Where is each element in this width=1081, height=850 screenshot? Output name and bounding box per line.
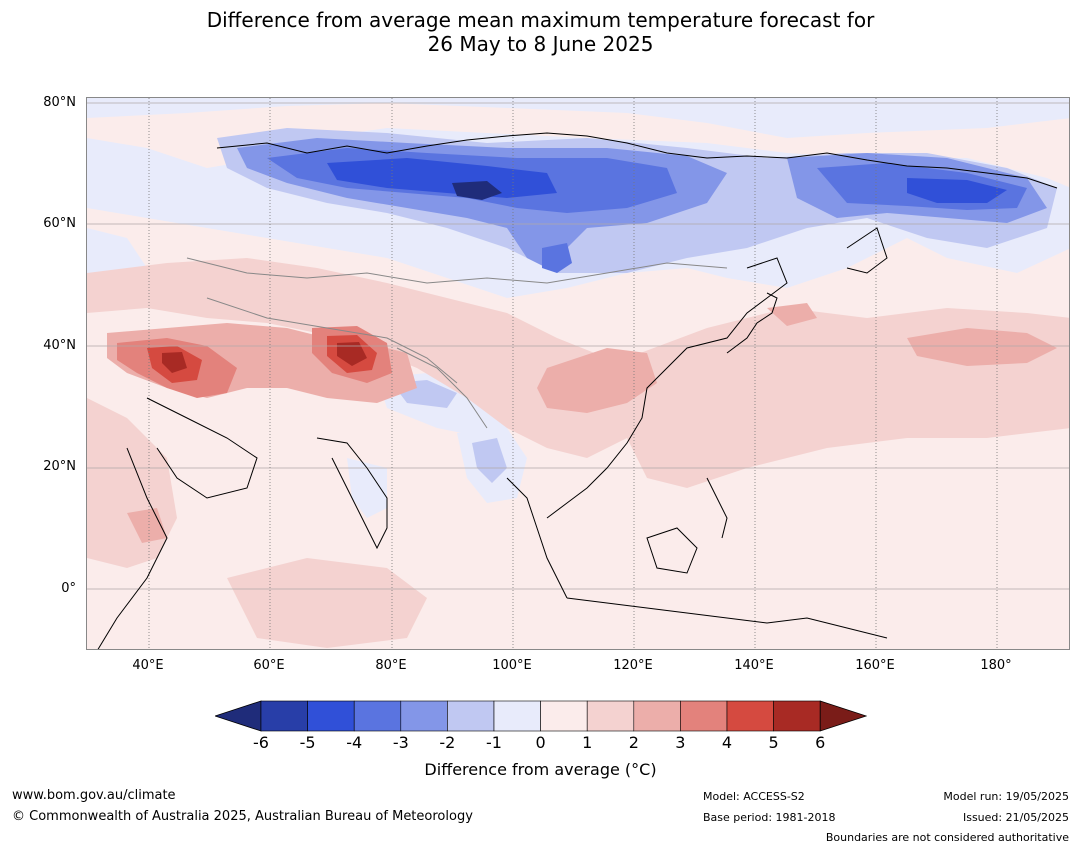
colorbar-segment bbox=[400, 700, 448, 732]
anomaly-region-warm-1 bbox=[87, 258, 647, 458]
anomaly-region-warm-2-china bbox=[537, 348, 657, 413]
anomaly-region-light-blue-india bbox=[347, 458, 387, 518]
lon-label-140e: 140°E bbox=[734, 658, 774, 673]
footer-issued: Issued: 21/05/2025 bbox=[962, 811, 1069, 824]
lat-label-60n: 60°N bbox=[43, 216, 76, 231]
anomaly-region-blue-2-india bbox=[472, 438, 507, 483]
lat-label-0: 0° bbox=[61, 581, 76, 596]
anomaly-region-warm-1-indian bbox=[227, 558, 427, 648]
anomaly-region-warm-2-africa bbox=[127, 508, 167, 543]
anomaly-region-warm-5 bbox=[162, 352, 187, 373]
colorbar-segment bbox=[493, 700, 541, 732]
colorbar-tick-label: -6 bbox=[253, 733, 269, 752]
forecast-map bbox=[86, 97, 1070, 650]
colorbar-tick-label: 4 bbox=[721, 733, 733, 752]
colorbar-segment bbox=[540, 700, 588, 732]
lon-label-120e: 120°E bbox=[613, 658, 653, 673]
lon-label-40e: 40°E bbox=[132, 658, 164, 673]
colorbar-label: Difference from average (°C) bbox=[424, 760, 657, 779]
anomaly-region-warm-2-japan bbox=[767, 303, 817, 326]
colorbar-tick-label: 5 bbox=[768, 733, 779, 752]
anomaly-region-blue-5-east bbox=[907, 178, 1007, 203]
coastlines bbox=[97, 132, 1058, 649]
colorbar-tick-label: 1 bbox=[582, 733, 593, 752]
colorbar-segment bbox=[353, 700, 402, 732]
anomaly-region-warm-5-central bbox=[337, 342, 367, 366]
lat-label-40n: 40°N bbox=[43, 338, 76, 353]
lon-label-80e: 80°E bbox=[375, 658, 407, 673]
lon-label-100e: 100°E bbox=[492, 658, 532, 673]
lon-label-180: 180° bbox=[980, 658, 1012, 673]
colorbar-segment bbox=[680, 700, 728, 732]
anomaly-region-blue-6 bbox=[452, 181, 502, 200]
title-line-1: Difference from average mean maximum tem… bbox=[206, 8, 875, 32]
colorbar bbox=[215, 700, 867, 732]
footer-base-period: Base period: 1981-2018 bbox=[703, 811, 836, 824]
colorbar-tick-label: -4 bbox=[346, 733, 363, 752]
colorbar-tick-label: -1 bbox=[486, 733, 502, 752]
colorbar-tick-label: 0 bbox=[535, 733, 546, 752]
colorbar-segment bbox=[773, 700, 821, 732]
lon-label-60e: 60°E bbox=[253, 658, 285, 673]
lat-gridlines bbox=[87, 102, 1069, 590]
footer-model: Model: ACCESS-S2 bbox=[703, 790, 805, 803]
lon-label-160e: 160°E bbox=[855, 658, 895, 673]
footer-boundaries: Boundaries are not considered authoritat… bbox=[825, 831, 1069, 844]
colorbar-segment bbox=[260, 700, 308, 732]
lon-gridlines bbox=[148, 98, 998, 649]
anomaly-region-warm-2-pacific bbox=[907, 328, 1057, 366]
colorbar-segment bbox=[633, 700, 681, 732]
colorbar-segment bbox=[726, 700, 774, 732]
colorbar-segment bbox=[586, 700, 635, 732]
colorbar-tick-label: 6 bbox=[815, 733, 826, 752]
title-line-2: 26 May to 8 June 2025 bbox=[427, 32, 654, 56]
colorbar-segment bbox=[447, 700, 495, 732]
chart-title: Difference from average mean maximum tem… bbox=[0, 8, 1081, 56]
lat-label-80n: 80°N bbox=[43, 95, 76, 110]
lat-label-20n: 20°N bbox=[43, 459, 76, 474]
colorbar-tick-label: -3 bbox=[392, 733, 409, 752]
colorbar-tick-label: -5 bbox=[299, 733, 316, 752]
map-svg bbox=[87, 98, 1069, 649]
colorbar-segment bbox=[307, 700, 355, 732]
colorbar-tick-label: 3 bbox=[675, 733, 686, 752]
footer-copyright: © Commonwealth of Australia 2025, Austra… bbox=[12, 809, 473, 824]
colorbar-tick-label: 2 bbox=[628, 733, 639, 752]
footer-model-run: Model run: 19/05/2025 bbox=[943, 790, 1069, 803]
colorbar-tick-label: -2 bbox=[439, 733, 456, 752]
colorbar-extend-low bbox=[215, 700, 262, 732]
anomaly-region-light-blue-north bbox=[87, 98, 1069, 138]
anomaly-region-blue-5 bbox=[327, 158, 557, 198]
anomaly-region-blue-4-lake bbox=[542, 243, 572, 273]
colorbar-extend-high bbox=[819, 700, 867, 732]
country-borders bbox=[186, 257, 728, 429]
footer-url: www.bom.gov.au/climate bbox=[12, 788, 176, 803]
